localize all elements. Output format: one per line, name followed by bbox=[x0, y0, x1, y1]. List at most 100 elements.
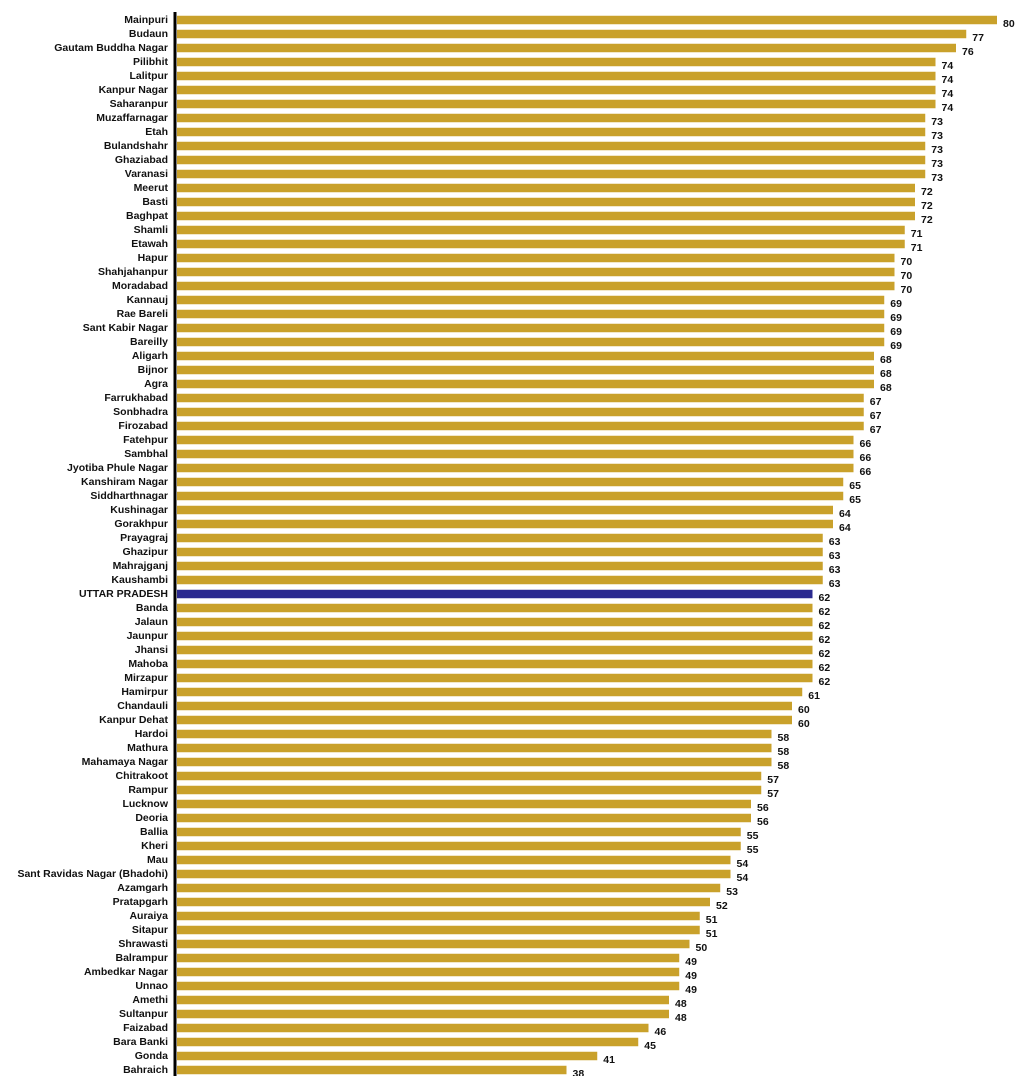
bar bbox=[177, 547, 823, 557]
bar bbox=[177, 43, 956, 53]
y-tick-label: Ghazipur bbox=[122, 546, 168, 558]
bar bbox=[177, 155, 926, 165]
value-label: 53 bbox=[726, 886, 738, 898]
bar bbox=[177, 113, 926, 123]
y-tick-label: Prayagraj bbox=[120, 532, 168, 544]
value-label: 67 bbox=[870, 410, 882, 422]
value-label: 69 bbox=[890, 298, 902, 310]
bar bbox=[177, 729, 772, 739]
bar bbox=[177, 701, 792, 711]
bar bbox=[177, 575, 823, 585]
value-label: 63 bbox=[829, 564, 841, 576]
bar bbox=[177, 827, 741, 837]
y-tick-label: Sant Kabir Nagar bbox=[83, 322, 168, 334]
bar bbox=[177, 743, 772, 753]
y-tick-label: Mahoba bbox=[128, 658, 168, 670]
y-tick-label: Hamirpur bbox=[121, 686, 168, 698]
value-label: 74 bbox=[942, 60, 954, 72]
value-label: 62 bbox=[819, 648, 831, 660]
value-label: 60 bbox=[798, 704, 810, 716]
y-tick-label: Shahjahanpur bbox=[98, 266, 168, 278]
value-label: 46 bbox=[655, 1026, 667, 1038]
value-label: 51 bbox=[706, 928, 718, 940]
bar bbox=[177, 127, 926, 137]
value-label: 61 bbox=[808, 690, 820, 702]
value-label: 64 bbox=[839, 522, 851, 534]
bar bbox=[177, 883, 721, 893]
value-label: 69 bbox=[890, 340, 902, 352]
bar bbox=[177, 267, 895, 277]
y-tick-label: Auraiya bbox=[129, 910, 168, 922]
value-label: 55 bbox=[747, 844, 759, 856]
y-tick-label: Jalaun bbox=[135, 616, 168, 628]
y-tick-label: Aligarh bbox=[132, 350, 168, 362]
value-label: 63 bbox=[829, 578, 841, 590]
y-tick-label: Lucknow bbox=[122, 798, 168, 810]
value-label: 60 bbox=[798, 718, 810, 730]
value-label: 63 bbox=[829, 550, 841, 562]
value-label: 50 bbox=[696, 942, 708, 954]
bar bbox=[177, 239, 905, 249]
y-tick-label: Saharanpur bbox=[110, 98, 168, 110]
bar bbox=[177, 491, 844, 501]
y-tick-label: Fatehpur bbox=[123, 434, 168, 446]
y-tick-label: Sitapur bbox=[132, 924, 168, 936]
value-label: 73 bbox=[931, 116, 943, 128]
y-tick-label: Mahrajganj bbox=[113, 560, 169, 572]
bar bbox=[177, 477, 844, 487]
y-tick-label: Bara Banki bbox=[113, 1036, 168, 1048]
value-label: 62 bbox=[819, 606, 831, 618]
y-tick-label: Lalitpur bbox=[130, 70, 169, 82]
y-tick-label: Baghpat bbox=[126, 210, 169, 222]
value-label: 62 bbox=[819, 592, 831, 604]
value-label: 54 bbox=[737, 872, 749, 884]
bar bbox=[177, 1023, 649, 1033]
bar bbox=[177, 323, 885, 333]
bar bbox=[177, 351, 874, 361]
y-tick-label: Jyotiba Phule Nagar bbox=[67, 462, 168, 474]
bar bbox=[177, 911, 700, 921]
y-tick-label: Kanpur Nagar bbox=[99, 84, 168, 96]
value-label: 51 bbox=[706, 914, 718, 926]
bar bbox=[177, 645, 813, 655]
value-label: 67 bbox=[870, 424, 882, 436]
bar bbox=[177, 617, 813, 627]
value-label: 66 bbox=[860, 466, 872, 478]
value-label: 70 bbox=[901, 270, 913, 282]
value-label: 68 bbox=[880, 354, 892, 366]
y-tick-label: Moradabad bbox=[112, 280, 168, 292]
y-tick-label: Rae Bareli bbox=[117, 308, 168, 320]
bar bbox=[177, 29, 967, 39]
y-tick-label: Siddharthnagar bbox=[90, 490, 168, 502]
bar bbox=[177, 771, 762, 781]
bar bbox=[177, 1065, 567, 1075]
bar bbox=[177, 953, 680, 963]
value-label: 68 bbox=[880, 382, 892, 394]
y-tick-label: Farrukhabad bbox=[104, 392, 168, 404]
y-tick-label: Deoria bbox=[135, 812, 168, 824]
bar bbox=[177, 295, 885, 305]
y-tick-label: Gonda bbox=[135, 1050, 168, 1062]
bar bbox=[177, 449, 854, 459]
value-label: 45 bbox=[644, 1040, 656, 1052]
value-label: 49 bbox=[685, 956, 697, 968]
y-tick-label: Mathura bbox=[127, 742, 168, 754]
value-label: 77 bbox=[972, 32, 984, 44]
y-tick-label: Unnao bbox=[135, 980, 168, 992]
y-tick-label: Shrawasti bbox=[118, 938, 168, 950]
y-tick-label: Azamgarh bbox=[117, 882, 168, 894]
y-tick-label: Kushinagar bbox=[110, 504, 168, 516]
value-label: 55 bbox=[747, 830, 759, 842]
value-label: 54 bbox=[737, 858, 749, 870]
value-label: 73 bbox=[931, 158, 943, 170]
y-tick-label: Meerut bbox=[134, 182, 169, 194]
y-tick-label: Budaun bbox=[129, 28, 168, 40]
value-label: 71 bbox=[911, 242, 923, 254]
y-tick-label: Mainpuri bbox=[124, 14, 168, 26]
y-tick-label: Faizabad bbox=[123, 1022, 168, 1034]
y-tick-label: Etawah bbox=[131, 238, 168, 250]
value-label: 57 bbox=[767, 788, 779, 800]
bar bbox=[177, 855, 731, 865]
value-label: 69 bbox=[890, 312, 902, 324]
